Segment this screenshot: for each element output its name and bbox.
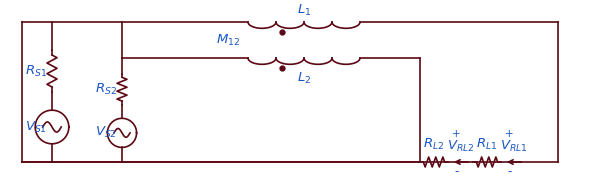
Text: $V_{RL1}$: $V_{RL1}$ [500,138,527,154]
Text: $L_2$: $L_2$ [297,70,311,86]
Text: +: + [505,129,514,139]
Text: $R_{S1}$: $R_{S1}$ [25,64,47,79]
Text: -: - [454,165,458,178]
Text: $V_{S1}$: $V_{S1}$ [25,119,47,135]
Text: $L_1$: $L_1$ [297,2,311,17]
Text: $R_{S2}$: $R_{S2}$ [95,82,117,97]
Text: $R_{L2}$: $R_{L2}$ [423,136,445,152]
Text: $V_{S2}$: $V_{S2}$ [95,125,117,140]
Text: $V_{RL2}$: $V_{RL2}$ [447,138,474,154]
Text: +: + [452,129,461,139]
Text: $M_{12}$: $M_{12}$ [216,33,240,48]
Text: -: - [507,165,512,178]
Text: $R_{L1}$: $R_{L1}$ [477,136,498,152]
